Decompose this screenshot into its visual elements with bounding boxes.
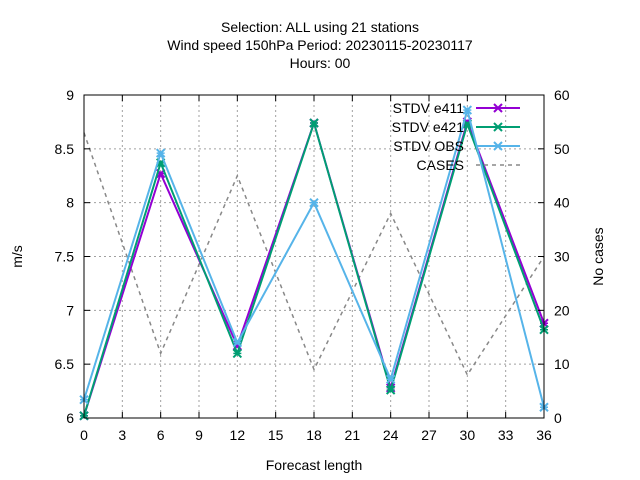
series-layer	[79, 105, 549, 421]
y2-tick-label: 40	[554, 195, 570, 211]
x-tick-label: 33	[498, 427, 514, 443]
y-tick-label: 6	[66, 410, 74, 426]
y2-axis-label: No cases	[590, 227, 606, 285]
series-stdv-obs	[79, 105, 549, 412]
chart-title: Selection: ALL using 21 stations Wind spe…	[167, 19, 473, 71]
series-stdv-e411	[79, 117, 549, 421]
data-point	[493, 141, 503, 151]
x-tick-label: 27	[421, 427, 437, 443]
x-tick-label: 12	[230, 427, 246, 443]
y2-tick-label: 50	[554, 141, 570, 157]
data-point	[462, 105, 473, 115]
y2-tick-label: 60	[554, 87, 570, 103]
x-tick-label: 18	[306, 427, 322, 443]
legend-label: CASES	[417, 157, 464, 173]
y-tick-label: 8.5	[55, 141, 75, 157]
x-tick-label: 0	[80, 427, 88, 443]
x-axis-label: Forecast length	[266, 457, 363, 473]
legend: STDV e411 STDV e421 STDV OBS CASES	[392, 100, 520, 173]
x-tick-label: 30	[460, 427, 476, 443]
axis-ticks: 0 3 6 9 12 15 18 21 24 27 30 33 3666.577.588.5901020…	[55, 87, 570, 443]
legend-label: STDV e411	[393, 100, 465, 116]
title-line: Selection: ALL using 21 stations	[221, 19, 419, 35]
y2-tick-label: 0	[554, 410, 562, 426]
data-point	[155, 148, 166, 158]
x-tick-label: 3	[118, 427, 126, 443]
data-point	[232, 337, 243, 348]
y-tick-label: 7.5	[55, 249, 75, 265]
data-point	[385, 385, 396, 395]
y2-tick-label: 10	[554, 356, 570, 372]
y-tick-label: 7	[66, 302, 74, 318]
y-axis-label: m/s	[9, 245, 25, 268]
series-stdv-e421	[79, 118, 549, 421]
y-tick-label: 8	[66, 195, 74, 211]
legend-label: STDV e421	[392, 119, 465, 135]
data-point	[385, 374, 396, 384]
x-tick-label: 21	[345, 427, 361, 443]
series-cases	[83, 132, 545, 377]
title-line: Wind speed 150hPa Period: 20230115-20230…	[167, 37, 473, 53]
x-tick-label: 36	[536, 427, 552, 443]
x-tick-label: 15	[268, 427, 284, 443]
y-tick-label: 9	[66, 87, 74, 103]
series-line	[83, 132, 545, 377]
x-tick-label: 9	[195, 427, 203, 443]
legend-label: STDV OBS	[393, 138, 464, 154]
data-point	[232, 348, 243, 359]
x-tick-label: 6	[157, 427, 165, 443]
data-point	[309, 197, 319, 208]
data-point	[493, 122, 503, 132]
y2-tick-label: 30	[554, 249, 570, 265]
y-tick-label: 6.5	[55, 356, 75, 372]
y2-tick-label: 20	[554, 302, 570, 318]
x-tick-label: 24	[383, 427, 399, 443]
data-point	[309, 118, 319, 128]
title-line: Hours: 00	[290, 55, 351, 71]
data-point	[493, 103, 503, 113]
